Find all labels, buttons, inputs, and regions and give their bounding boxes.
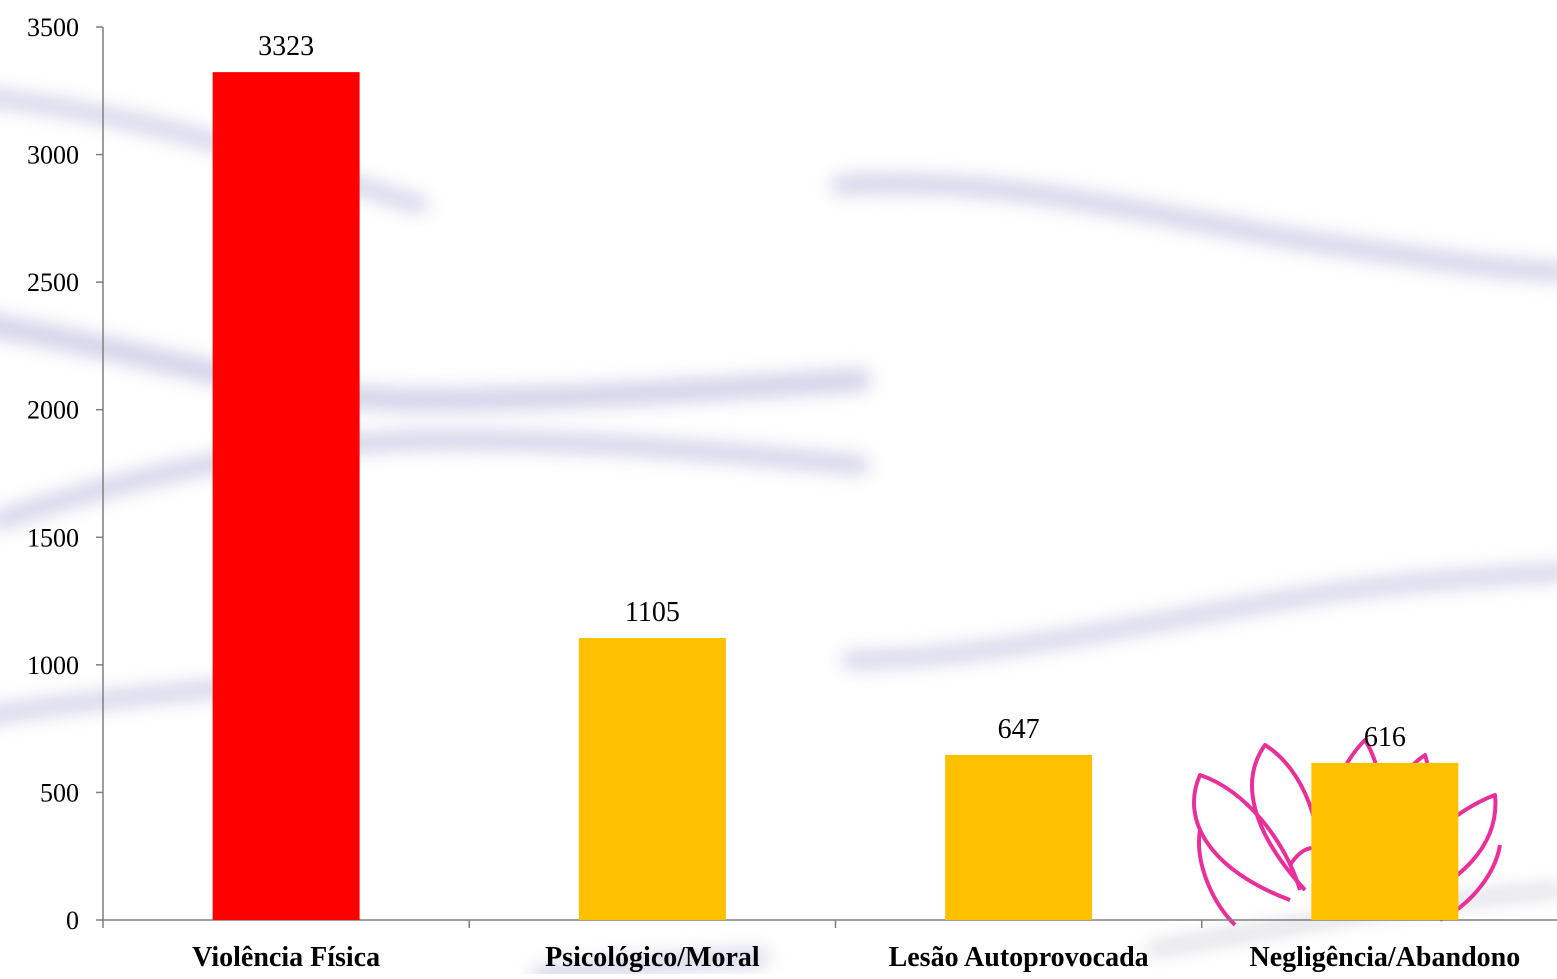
y-tick-label: 1500: [27, 523, 79, 552]
x-tick-label: Lesão Autoprovocada: [889, 942, 1149, 973]
bar: [578, 638, 726, 920]
axes: 0 500 1000 1500 2000 2500 3000 3500: [27, 13, 1557, 935]
y-tick-label: 0: [66, 906, 79, 935]
bars: [212, 72, 1459, 921]
x-tick-label: Violência Física: [192, 942, 380, 973]
bar: [1311, 762, 1459, 920]
data-label: 616: [1364, 722, 1406, 753]
labels: 3323 Violência Física 1105 Psicológico/Mora…: [192, 31, 1520, 973]
background-streak: [0, 315, 871, 412]
background-streak: [0, 430, 869, 529]
bar: [212, 72, 360, 921]
background-streak: [532, 950, 768, 979]
background-streaks: [0, 90, 1557, 979]
y-tick-label: 3000: [27, 141, 79, 170]
y-tick-label: 500: [40, 778, 79, 807]
bar: [945, 754, 1093, 920]
x-tick-label: Negligência/Abandono: [1250, 942, 1521, 973]
data-label: 3323: [258, 31, 314, 62]
background-streak: [831, 174, 1557, 281]
y-tick-label: 2000: [27, 396, 79, 425]
background-streak: [842, 564, 1557, 668]
y-tick-label: 3500: [27, 13, 79, 42]
x-tick-label: Psicológico/Moral: [545, 942, 760, 973]
data-label: 1105: [625, 597, 680, 628]
y-tick-label: 2500: [27, 268, 79, 297]
y-tick-label: 1000: [27, 651, 79, 680]
data-label: 647: [998, 714, 1040, 745]
